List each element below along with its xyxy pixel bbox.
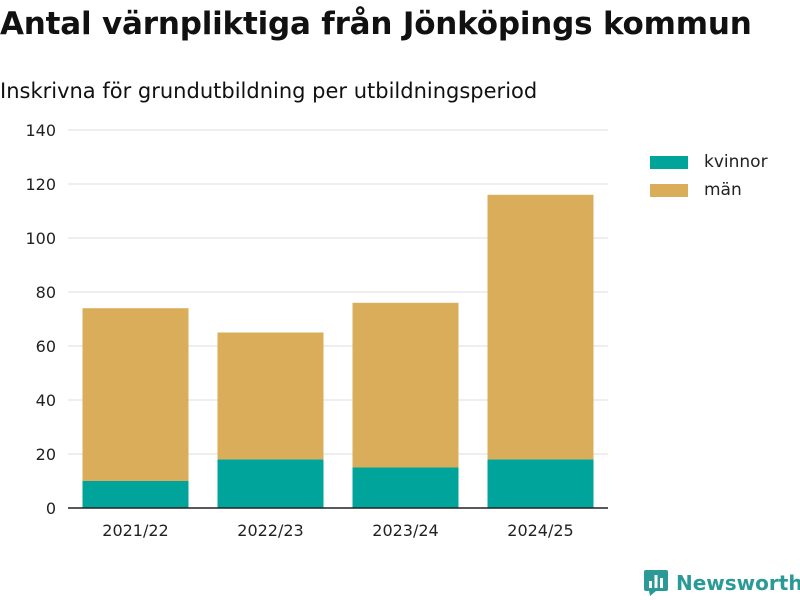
bar-man-2023-24 [352,302,459,468]
chart-title: Antal värnpliktiga från Jönköpings kommu… [0,6,752,42]
x-tick-label: 2022/23 [237,521,303,540]
bar-kvinnor-2021-22 [82,481,189,508]
bar-kvinnor-2024-25 [487,459,594,508]
y-tick-label: 140 [25,121,56,140]
legend-item-man: män [650,176,768,204]
y-tick-label: 60 [36,337,56,356]
legend-item-kvinnor: kvinnor [650,148,768,176]
bar-kvinnor-2023-24 [352,467,459,508]
bar-chart-icon [644,570,668,596]
y-tick-label: 40 [36,391,56,410]
legend-swatch-man [650,183,688,197]
y-tick-label: 80 [36,283,56,302]
y-axis-ticks: 0 20 40 60 80 100 120 140 [25,121,56,518]
newsworthy-logo: Newsworthy [644,570,800,596]
legend-label-man: män [704,180,742,200]
y-tick-label: 100 [25,229,56,248]
x-axis-ticks: 2021/22 2022/23 2023/24 2024/25 [102,521,573,540]
x-tick-label: 2021/22 [102,521,168,540]
y-tick-label: 120 [25,175,56,194]
bar-man-2024-25 [487,194,594,460]
x-tick-label: 2023/24 [372,521,438,540]
y-tick-label: 20 [36,445,56,464]
chart-subtitle: Inskrivna för grundutbildning per utbild… [0,79,538,103]
bar-man-2021-22 [82,308,189,481]
legend: kvinnor män [650,148,768,204]
legend-swatch-kvinnor [650,155,688,169]
y-tick-label: 0 [46,499,56,518]
bars [82,194,594,508]
bar-kvinnor-2022-23 [217,459,324,508]
legend-label-kvinnor: kvinnor [704,152,768,172]
brand-name: Newsworthy [676,571,800,595]
x-tick-label: 2024/25 [507,521,573,540]
bar-man-2022-23 [217,332,324,460]
